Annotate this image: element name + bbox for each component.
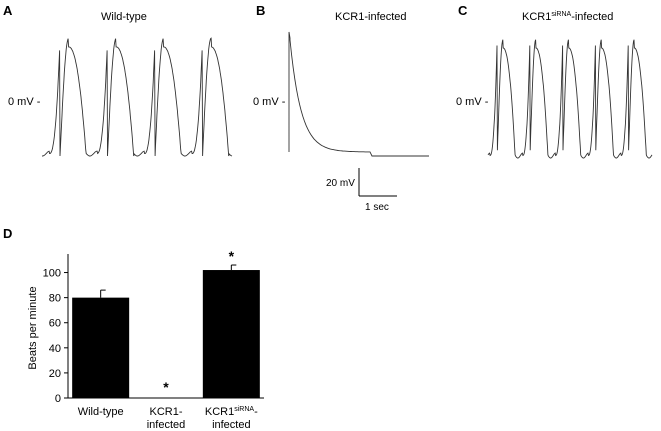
y-tick-label: 20 [49,368,61,380]
panel-c: C KCR1siRNA-infected 0 mV - [456,3,653,159]
panel-c-title-rest: -infected [571,11,613,23]
x-tick-label: Wild-type [78,406,124,418]
panel-b-letter: B [256,3,265,18]
panel-b: B KCR1-infected 0 mV - [253,3,429,157]
panel-a: A Wild-type 0 mV - [3,3,233,157]
x-tick-label-line2: infected [212,419,251,431]
panel-b-title: KCR1-infected [335,11,407,23]
y-axis-label: Beats per minute [27,286,39,369]
trace-wild-type [42,37,233,157]
bar-chart-marks: ** [72,248,260,398]
panel-a-letter: A [3,3,13,18]
x-tick-label-line2: infected [147,419,186,431]
panel-d-letter: D [3,226,12,241]
x-tick-label: KCR1siRNA- [205,406,258,418]
y-tick-label: 0 [55,393,61,405]
significance-marker: * [163,379,169,395]
panel-b-zero-label: 0 mV - [253,96,286,108]
scale-bar: 20 mV 1 sec [326,168,397,213]
panel-c-title-main: KCR1 [522,11,551,23]
y-tick-label: 60 [49,318,61,330]
panel-c-title-sup: siRNA [551,11,571,18]
bar [72,297,130,398]
panel-a-zero-label: 0 mV - [8,96,41,108]
significance-marker: * [229,248,235,264]
panel-c-title: KCR1siRNA-infected [522,11,613,23]
x-tick-label: KCR1- [149,406,182,418]
trace-kcr1-infected [288,31,429,157]
y-tick-label: 100 [43,268,61,280]
panel-c-zero-label: 0 mV - [456,96,489,108]
bar [202,270,260,398]
trace-kcr1-sirna-infected [487,39,653,159]
panel-a-title: Wild-type [101,11,147,23]
y-tick-label: 40 [49,343,61,355]
scale-bar-voltage-label: 20 mV [326,178,355,189]
panel-c-letter: C [458,3,468,18]
y-tick-label: 80 [49,293,61,305]
scale-bar-time-label: 1 sec [365,202,389,213]
